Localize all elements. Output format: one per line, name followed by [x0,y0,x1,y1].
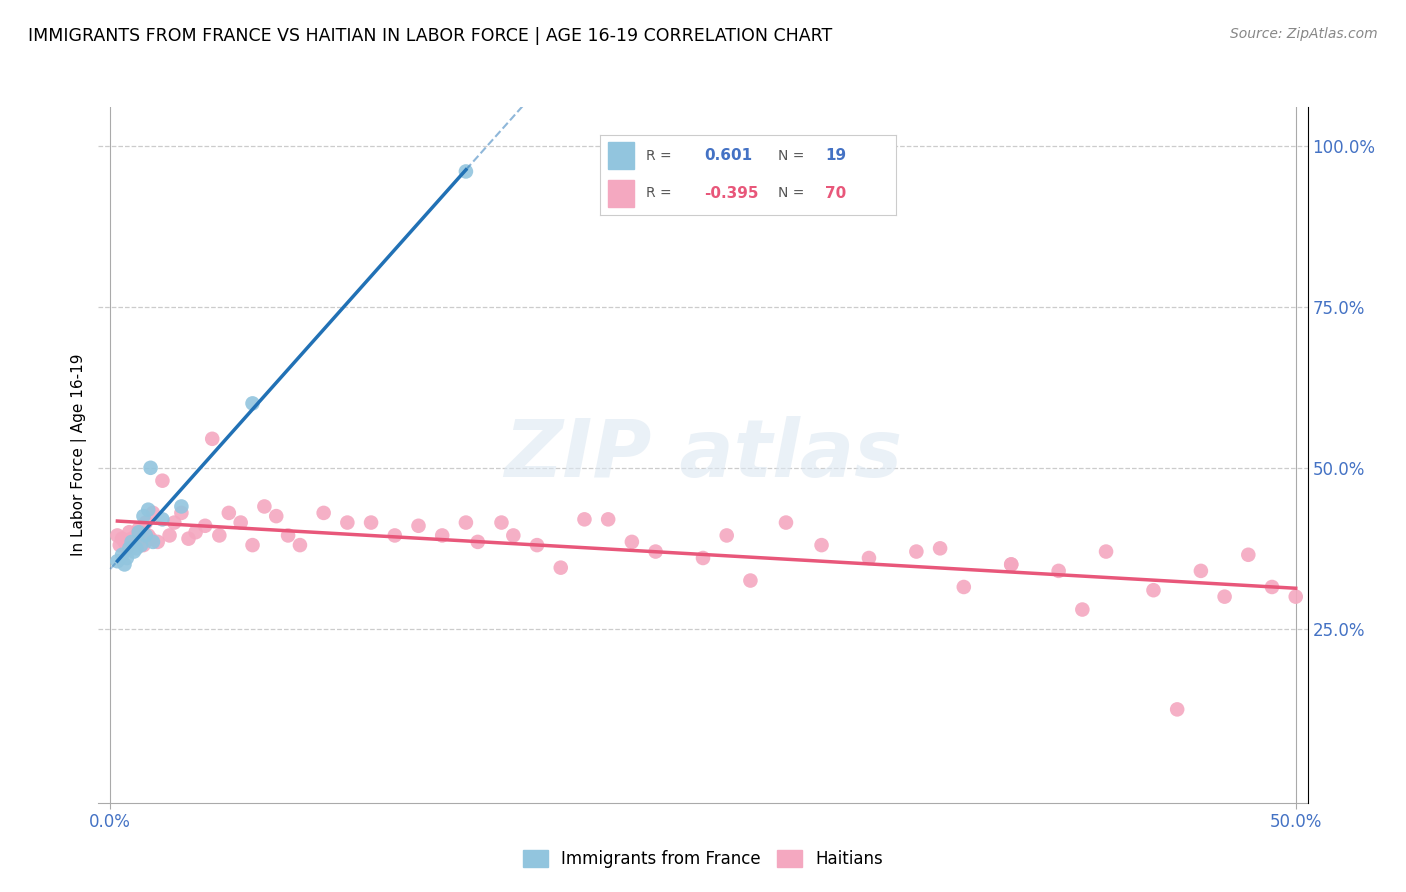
Point [277,528,299,542]
Point [360,516,382,530]
Point [108,538,131,552]
Point [142,534,165,549]
Point [716,528,738,542]
Point [692,551,714,566]
Point [121,532,143,546]
Point [170,500,193,514]
Point [118,541,141,556]
Point [858,551,880,566]
Point [312,506,335,520]
Point [1285,590,1308,604]
Point [1237,548,1260,562]
Point [1000,558,1022,572]
Point [454,516,477,530]
Point [1261,580,1284,594]
Point [128,522,150,536]
Point [114,558,136,572]
Point [125,528,148,542]
Point [1047,564,1070,578]
Point [1166,702,1188,716]
Point [114,534,136,549]
Point [242,396,264,410]
Point [598,512,620,526]
Point [129,538,152,552]
Point [118,525,141,540]
Point [550,560,572,574]
Point [502,528,524,542]
Point [1142,583,1164,598]
Point [253,500,276,514]
Point [184,525,207,540]
Point [229,516,252,530]
Point [336,516,359,530]
Point [142,506,165,520]
Text: ZIP atlas: ZIP atlas [503,416,903,494]
Point [218,506,240,520]
Point [146,534,169,549]
Point [111,532,134,546]
Point [135,516,157,530]
Point [467,534,489,549]
Point [115,551,138,566]
Point [122,544,145,558]
Point [208,528,231,542]
Point [574,512,596,526]
Y-axis label: In Labor Force | Age 16-19: In Labor Force | Age 16-19 [72,353,87,557]
Point [139,460,162,475]
Point [740,574,762,588]
Point [152,512,174,526]
Point [136,502,159,516]
Point [132,538,155,552]
Point [264,509,287,524]
Point [111,548,134,562]
Point [1095,544,1118,558]
Legend: Immigrants from France, Haitians: Immigrants from France, Haitians [516,843,890,874]
Point [288,538,311,552]
Point [620,534,643,549]
Point [905,544,928,558]
Point [136,528,159,542]
Point [139,532,162,546]
Point [163,516,186,530]
Point [1189,564,1212,578]
Text: IMMIGRANTS FROM FRANCE VS HAITIAN IN LABOR FORCE | AGE 16-19 CORRELATION CHART: IMMIGRANTS FROM FRANCE VS HAITIAN IN LAB… [28,27,832,45]
Point [810,538,832,552]
Point [122,534,145,549]
Point [121,534,143,549]
Point [1071,602,1094,616]
Point [105,528,128,542]
Point [1213,590,1236,604]
Point [135,528,157,542]
Point [170,506,193,520]
Point [1000,558,1022,572]
Point [115,541,138,556]
Point [129,532,152,546]
Point [132,509,155,524]
Point [159,528,181,542]
Point [775,516,797,530]
Point [105,554,128,568]
Point [125,541,148,556]
Point [491,516,513,530]
Point [242,538,264,552]
Point [128,525,150,540]
Point [432,528,454,542]
Text: Source: ZipAtlas.com: Source: ZipAtlas.com [1230,27,1378,41]
Point [952,580,974,594]
Point [177,532,200,546]
Point [526,538,548,552]
Point [929,541,952,556]
Point [454,164,477,178]
Point [152,474,174,488]
Point [408,518,430,533]
Point [201,432,224,446]
Point [384,528,406,542]
Point [194,518,217,533]
Point [644,544,666,558]
